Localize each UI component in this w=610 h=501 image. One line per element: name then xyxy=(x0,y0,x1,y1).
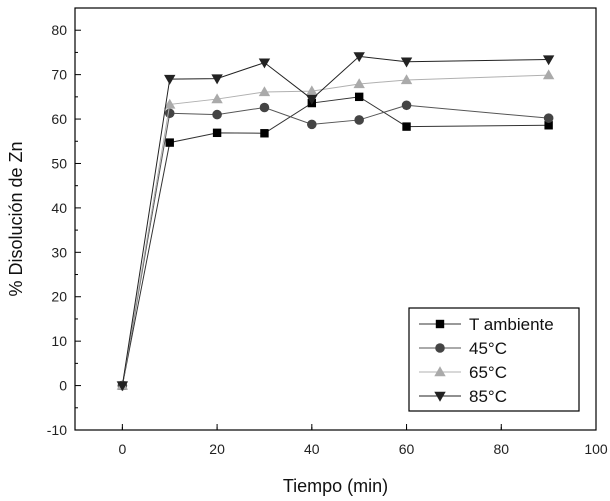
y-tick-label: 60 xyxy=(51,111,67,127)
data-point xyxy=(353,78,365,89)
legend-marker xyxy=(435,343,445,353)
data-point xyxy=(165,138,174,147)
series-line xyxy=(121,96,549,386)
data-point xyxy=(542,69,555,80)
x-tick-label: 100 xyxy=(584,441,608,457)
series-85-c xyxy=(116,52,555,392)
data-point xyxy=(544,121,553,130)
series-layer xyxy=(116,52,555,392)
data-point xyxy=(542,55,555,66)
data-point xyxy=(400,57,413,68)
data-point xyxy=(543,113,554,123)
data-point xyxy=(116,381,129,392)
x-tick-label: 40 xyxy=(304,441,320,457)
legend-label: 85°C xyxy=(469,387,507,406)
data-point xyxy=(212,128,222,138)
x-tick-label: 0 xyxy=(118,441,126,457)
y-tick-label: 20 xyxy=(51,289,67,305)
y-tick-label: 40 xyxy=(51,200,67,216)
x-tick-label: 80 xyxy=(493,441,509,457)
y-tick-label: 50 xyxy=(51,155,67,171)
data-point xyxy=(353,52,365,63)
data-point xyxy=(164,74,176,85)
y-axis-title: % Disolución de Zn xyxy=(6,141,26,296)
x-tick-label: 60 xyxy=(399,441,415,457)
legend-label: T ambiente xyxy=(469,315,554,334)
data-point xyxy=(259,102,270,113)
data-point xyxy=(258,58,271,69)
legend-label: 65°C xyxy=(469,363,507,382)
data-point xyxy=(306,85,318,96)
series-line xyxy=(121,104,549,386)
legend-marker xyxy=(435,319,445,329)
legend-marker xyxy=(434,391,446,402)
data-point xyxy=(164,108,175,119)
data-point xyxy=(164,98,176,109)
data-point xyxy=(211,93,223,104)
legend-marker xyxy=(434,366,446,377)
data-point xyxy=(306,94,318,105)
data-point xyxy=(354,115,364,125)
data-point xyxy=(211,74,223,85)
series-line xyxy=(121,74,549,386)
data-point xyxy=(354,92,364,102)
y-tick-label: 10 xyxy=(51,333,67,349)
data-point xyxy=(401,100,412,111)
data-point xyxy=(307,119,317,130)
x-axis-title: Tiempo (min) xyxy=(283,476,388,496)
plot-frame xyxy=(74,7,597,431)
data-point xyxy=(258,86,271,97)
data-point xyxy=(400,74,413,85)
series-line xyxy=(121,55,549,386)
y-tick-label: 0 xyxy=(59,378,67,394)
y-tick-label: -10 xyxy=(47,422,67,438)
y-tick-label: 80 xyxy=(51,22,67,38)
legend-label: 45°C xyxy=(469,339,507,358)
y-tick-label: 70 xyxy=(51,67,67,83)
data-point xyxy=(260,129,269,138)
data-point xyxy=(402,122,411,131)
data-point xyxy=(212,109,222,120)
legend: T ambiente 45°C 65°C 85°C xyxy=(408,307,580,412)
x-tick-label: 20 xyxy=(209,441,225,457)
axes: 0 20 40 60 80 100 -10 0 10 20 30 40 50 60 70 80 xyxy=(47,7,608,457)
y-tick-label: 30 xyxy=(51,244,67,260)
